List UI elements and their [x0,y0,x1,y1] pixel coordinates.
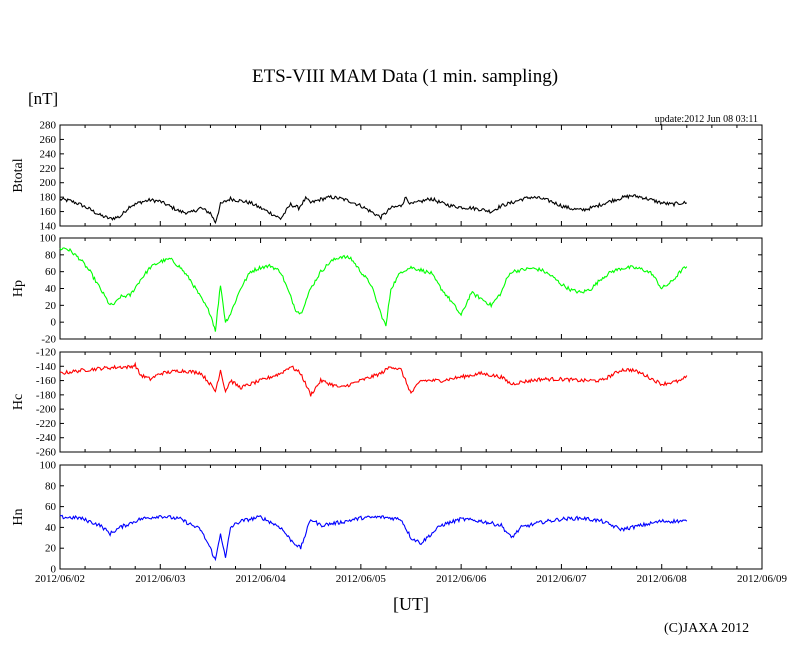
x-tick-label: 2012/06/08 [637,573,688,585]
y-tick-label: 0 [51,564,57,576]
panel-frame-hc [59,351,763,453]
panel-frame-btotal [59,124,763,227]
chart-title: ETS-VIII MAM Data (1 min. sampling) [251,66,559,87]
panel-label-hc: Hc [11,394,26,410]
x-tick-label: 2012/06/06 [436,573,487,585]
x-tick-label: 2012/06/05 [336,573,387,585]
series-line-hc [59,361,688,397]
update-timestamp: update:2012 Jun 08 03:11 [654,114,758,125]
y-tick-label: 100 [40,460,57,472]
y-tick-label: 140 [40,221,57,233]
y-tick-label: 40 [45,283,57,295]
y-tick-label: 100 [40,233,57,245]
y-tick-label: 280 [40,120,57,132]
y-tick-label: -200 [36,404,57,416]
panel-label-btotal: Btotal [11,158,26,192]
x-tick-label: 2012/06/09 [737,573,788,585]
y-tick-label: 220 [40,163,57,175]
x-axis-label: [UT] [393,594,429,614]
x-tick-label: 2012/06/07 [536,573,587,585]
y-tick-label: -220 [36,418,57,430]
y-tick-label: -160 [36,375,57,387]
y-tick-label: 60 [45,501,57,513]
y-tick-label: 200 [40,177,57,189]
panel-label-hp: Hp [11,280,26,297]
y-tick-label: 160 [40,206,57,218]
panel-frame-hp [59,237,763,340]
y-tick-label: 20 [45,543,57,555]
y-tick-label: 60 [45,266,57,278]
y-tick-label: 260 [40,134,57,146]
y-tick-label: 20 [45,300,57,312]
y-tick-label: -180 [36,389,57,401]
copyright-label: (C)JAXA 2012 [664,621,750,636]
y-tick-label: 80 [45,480,57,492]
y-tick-label: 40 [45,522,57,534]
series-line-hn [59,514,688,562]
y-tick-label: -240 [36,432,57,444]
y-tick-label: 240 [40,148,57,160]
x-tick-label: 2012/06/03 [135,573,186,585]
x-tick-label: 2012/06/02 [35,573,85,585]
panel-label-hn: Hn [11,508,26,525]
y-tick-label: 0 [51,317,57,329]
y-tick-label: 80 [45,249,57,261]
y-tick-label: -260 [36,447,57,459]
y-tick-label: -20 [41,334,56,346]
y-tick-label: 180 [40,192,57,204]
series-line-btotal [59,194,687,225]
series-line-hp [59,247,688,332]
y-unit-label: [nT] [28,89,59,108]
y-tick-label: -140 [36,361,57,373]
y-tick-label: -120 [36,347,57,359]
x-tick-label: 2012/06/04 [236,573,287,585]
